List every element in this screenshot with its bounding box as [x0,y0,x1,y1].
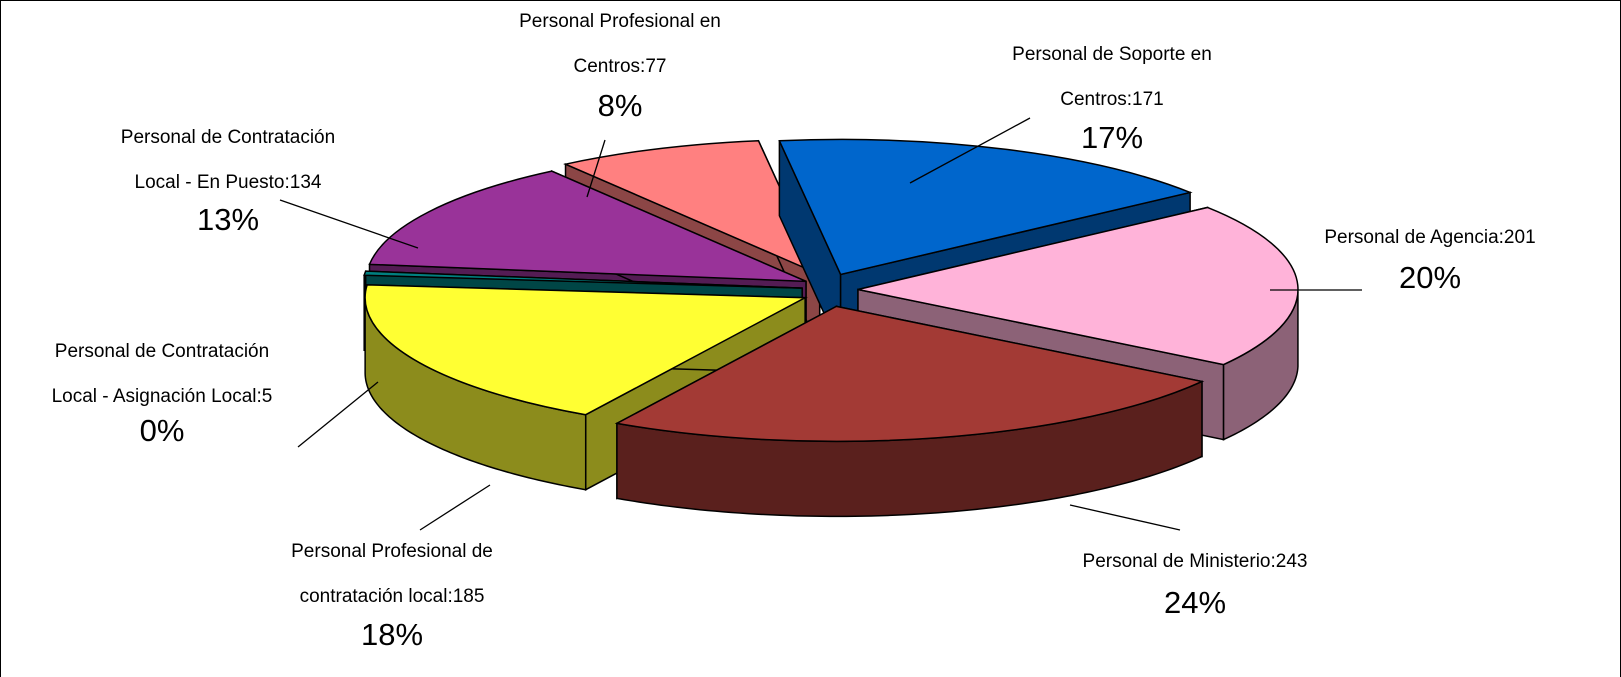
slice [857,206,1299,366]
slice-label: Personal de Ministerio:243 [1083,551,1308,572]
percent-label: 18% [361,617,423,652]
slice-label: Personal de Contratación [121,127,335,148]
slice-label: Centros:171 [1060,89,1164,110]
leader-line [1069,504,1181,531]
slice [614,305,1205,443]
percent-label: 24% [1164,585,1226,620]
slice-label: Personal de Contratación [55,341,269,362]
slice [563,139,822,276]
slice-label: Personal Profesional en [519,11,721,32]
leader-line [586,139,606,198]
pie [363,138,1299,518]
slice-label: Personal de Agencia:201 [1324,227,1535,248]
slice-label: Personal Profesional de [291,541,493,562]
slice [363,270,803,289]
labels: Personal de Soporte en Centros:171 17% Pers… [52,11,1536,652]
percent-label: 20% [1399,260,1461,295]
slice-label: Personal de Soporte en [1012,44,1212,65]
slice [778,138,1193,276]
percent-label: 8% [598,88,643,123]
slice [368,170,807,283]
slice-label: Centros:77 [574,56,667,77]
percent-label: 0% [140,413,185,448]
percent-label: 13% [197,202,259,237]
slice-label: Local - En Puesto:134 [135,172,322,193]
leader-line [279,199,419,249]
percent-label: 17% [1081,120,1143,155]
slice-label: contratación local:185 [300,586,485,607]
slice-label: Local - Asignación Local:5 [52,386,273,407]
leader-line [297,381,379,448]
leader-line [909,117,1031,184]
slice [364,284,808,416]
leader-line [419,484,491,531]
